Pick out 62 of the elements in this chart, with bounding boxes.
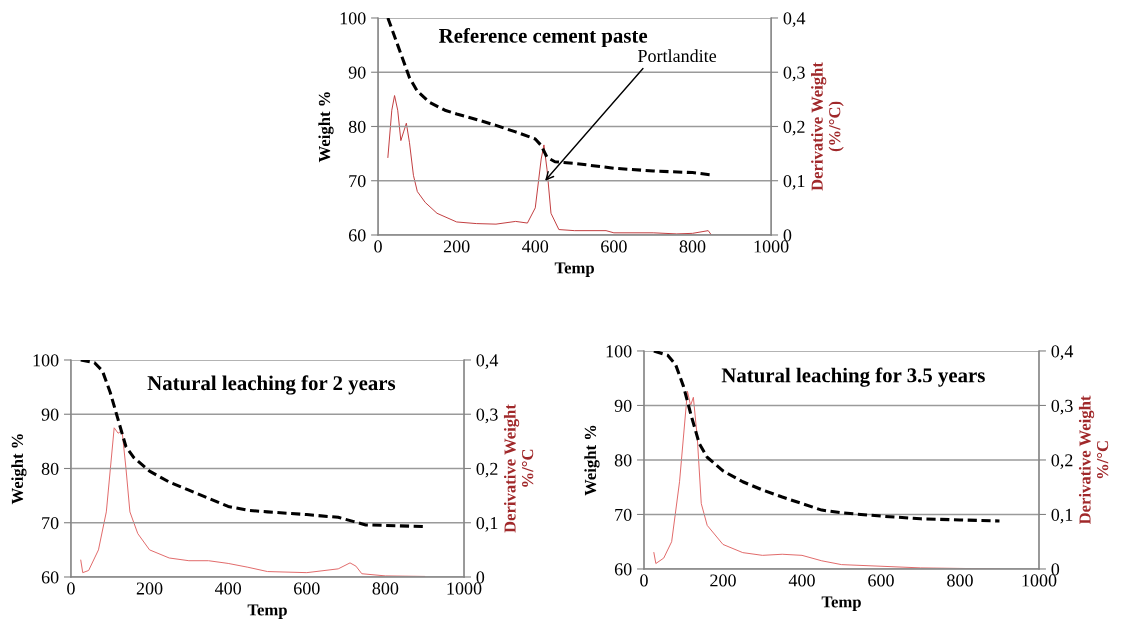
x-tick-label: 200	[136, 582, 163, 595]
chart-title: Reference cement paste	[438, 27, 648, 48]
text: Natural leaching for 3.5 years	[721, 367, 985, 387]
y-tick-label: 80	[41, 462, 59, 475]
y2-tick-label: 0	[783, 229, 792, 242]
text: Natural leaching for 2 years	[147, 375, 396, 395]
y2-tick-label: 0,4	[1051, 345, 1074, 360]
x-tick-label: 0	[640, 574, 648, 587]
annotation: Portlandite	[637, 49, 717, 63]
y-tick-label: 70	[349, 174, 366, 188]
y2-tick-label: 0,4	[476, 354, 499, 370]
y-axis-title: Weight %	[11, 434, 27, 505]
x-tick-label: 1000	[754, 240, 789, 253]
y-axis-title: Weight %	[318, 92, 334, 163]
x-tick-label: 800	[372, 582, 399, 595]
x-tick-label: 1000	[447, 582, 482, 595]
y-tick-label: 90	[41, 408, 59, 421]
y2-tick-label: 0	[1051, 563, 1060, 576]
x-tick-label: 600	[868, 574, 894, 587]
line-series	[652, 350, 1002, 523]
x-tick-label: 1000	[1022, 574, 1057, 587]
y-tick-label: 60	[348, 229, 366, 242]
y-tick-label: 80	[614, 454, 632, 467]
x-axis-title: Temp	[821, 596, 861, 611]
y2-tick-label: 0,1	[1051, 508, 1073, 524]
y-axis-title: Weight %	[584, 425, 600, 496]
y2-tick-label: 0,3	[1051, 399, 1073, 415]
y-tick-label: 100	[33, 354, 59, 367]
y-tick-label: 60	[41, 571, 59, 584]
y2-axis-title: Derivative Weight %/°C	[503, 404, 534, 533]
y-tick-label: 60	[614, 563, 632, 576]
y2-tick-label: 0,2	[1051, 454, 1073, 470]
y2-axis-title: Derivative Weight (%/°C)	[811, 62, 844, 191]
x-tick-label: 400	[788, 574, 815, 587]
x-axis-title: Temp	[554, 262, 594, 277]
y2-tick-label: 0,2	[783, 120, 805, 136]
y-tick-label: 90	[614, 399, 632, 412]
x-tick-label: 200	[710, 574, 736, 587]
x-tick-label: 400	[522, 240, 549, 253]
x-tick-label: 600	[601, 240, 627, 253]
y2-tick-label: 0,1	[476, 516, 498, 532]
y-tick-label: 70	[615, 508, 632, 521]
y-tick-label: 90	[348, 66, 366, 79]
y-tick-label: 80	[348, 120, 366, 133]
line-series	[387, 95, 712, 235]
x-tick-label: 0	[374, 240, 382, 253]
x-tick-label: 400	[214, 582, 242, 595]
y2-tick-label: 0,4	[783, 12, 806, 28]
x-tick-label: 800	[679, 240, 706, 253]
y-tick-label: 100	[340, 12, 366, 25]
x-tick-label: 600	[294, 582, 320, 595]
y-tick-label: 100	[606, 345, 632, 358]
y2-tick-label: 0,3	[783, 66, 805, 82]
x-tick-label: 800	[947, 574, 973, 587]
y2-axis-title: Derivative Weight %/°C	[1078, 395, 1109, 525]
y2-tick-label: 0,2	[476, 462, 498, 478]
y2-tick-label: 0,1	[783, 174, 805, 190]
y2-tick-label: 0,3	[476, 408, 498, 424]
y-tick-label: 70	[42, 516, 59, 530]
x-axis-title: Temp	[247, 604, 287, 619]
x-tick-label: 200	[443, 240, 470, 253]
x-tick-label: 0	[67, 582, 75, 595]
